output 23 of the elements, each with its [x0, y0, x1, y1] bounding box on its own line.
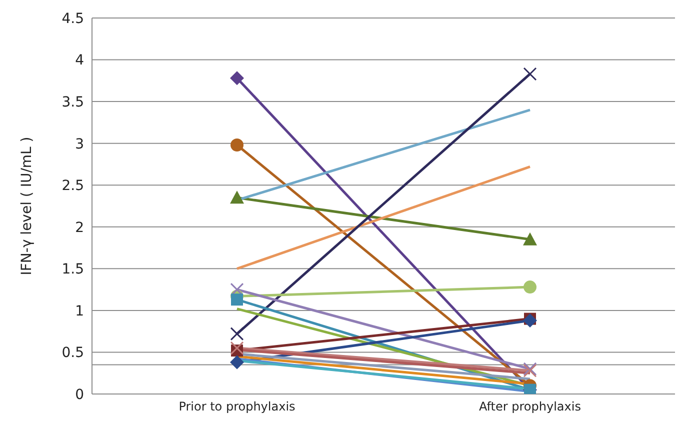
point: [230, 355, 244, 370]
y-tick-label: 1.5: [62, 262, 84, 278]
y-tick-label: 4.5: [62, 10, 84, 27]
point: [523, 313, 537, 328]
y-tick-label: 1: [75, 303, 84, 320]
point: [230, 341, 244, 355]
x-tick-label: Prior to prophylaxis: [178, 400, 296, 414]
point: [523, 67, 537, 81]
point: [230, 138, 244, 152]
y-tick-label: 2: [75, 220, 84, 236]
point: [230, 71, 244, 86]
y-tick-label: 3.5: [62, 94, 84, 111]
y-tick-label: 4: [75, 52, 84, 69]
y-tick-label: 0: [75, 386, 84, 403]
y-tick-label: 0.5: [62, 345, 84, 362]
point: [230, 282, 244, 296]
point: [524, 280, 536, 294]
y-tick-label: 2.5: [62, 178, 84, 194]
point: [230, 327, 244, 341]
point: [231, 294, 243, 306]
y-tick-label: 3: [75, 136, 84, 152]
x-tick-label: After prophylaxis: [479, 400, 581, 414]
y-axis-title: IFN-γ level ( IU/mL ): [18, 136, 35, 276]
